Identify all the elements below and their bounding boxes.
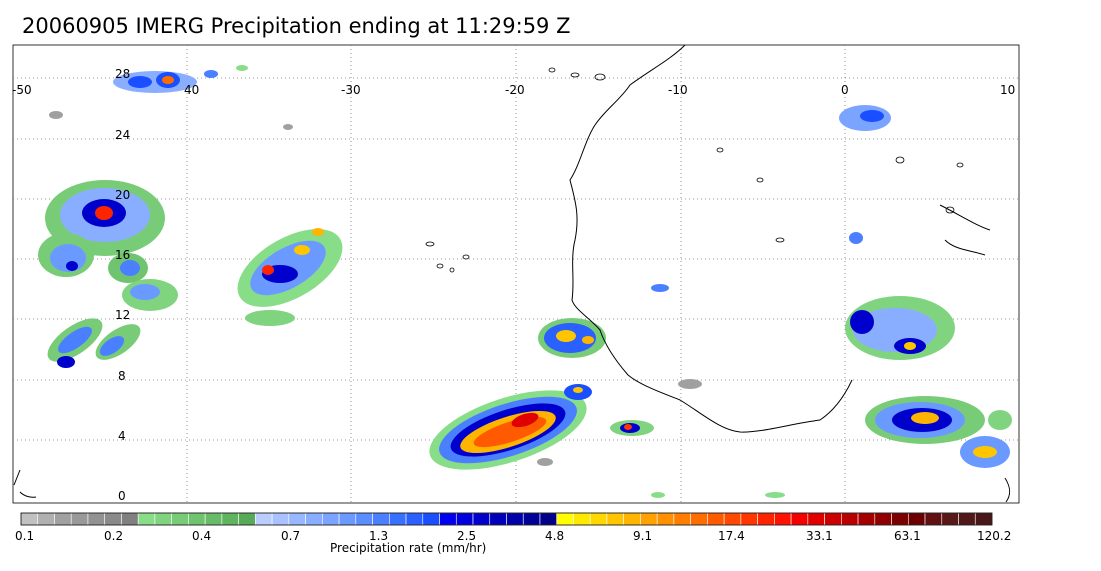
colorbar-cell: [723, 512, 742, 526]
colorbar-tick-label: 63.1: [894, 529, 921, 543]
colorbar-cell: [573, 512, 591, 526]
colorbar: [20, 512, 993, 526]
colorbar-tick-label: 1.3: [369, 529, 388, 543]
colorbar-tick-label: 2.5: [457, 529, 476, 543]
colorbar-cell: [171, 512, 189, 526]
lat-tick-label: 28: [115, 67, 130, 81]
lon-tick-labels: -50 40 -30 -20 -10 0 10: [12, 83, 1015, 97]
colorbar-cell: [87, 512, 106, 526]
colorbar-cell: [188, 512, 206, 526]
coastline: [13, 44, 1011, 503]
precipitation-field: [38, 65, 1012, 498]
colorbar-cell: [455, 512, 474, 526]
colorbar-tick-label: 0.1: [15, 529, 34, 543]
lat-tick-labels: 28 24 20 16 12 8 4 0: [115, 67, 130, 503]
colorbar-cell: [656, 512, 675, 526]
colorbar-tick-labels: 0.1 0.2 0.4 0.7 1.3 2.5 4.8 9.1 17.4 33.…: [15, 529, 1011, 543]
colorbar-cell: [857, 512, 876, 526]
colorbar-cell: [322, 512, 340, 526]
colorbar-cell: [740, 512, 758, 526]
colorbar-cell: [338, 512, 357, 526]
lon-tick-label: -30: [341, 83, 361, 97]
lat-tick-label: 8: [118, 369, 126, 383]
colorbar-cell: [640, 512, 658, 526]
colorbar-cell: [874, 512, 892, 526]
colorbar-tick-label: 0.7: [281, 529, 300, 543]
colorbar-cell: [238, 512, 256, 526]
colorbar-cell: [907, 512, 926, 526]
colorbar-cell: [355, 512, 373, 526]
colorbar-cell: [255, 512, 273, 526]
lat-tick-label: 12: [115, 308, 130, 322]
colorbar-cell: [70, 512, 89, 526]
colorbar-cell: [422, 512, 440, 526]
colorbar-tick-label: 120.2: [977, 529, 1011, 543]
colorbar-cell: [556, 512, 574, 526]
colorbar-frame: [20, 512, 993, 526]
colorbar-cell: [271, 512, 290, 526]
coastline-islands: [425, 67, 964, 273]
colorbar-tick-label: 0.2: [104, 529, 123, 543]
colorbar-cell: [472, 512, 491, 526]
colorbar-cell: [37, 512, 55, 526]
colorbar-cell: [389, 512, 407, 526]
colorbar-cell: [606, 512, 624, 526]
colorbar-cell: [54, 512, 72, 526]
colorbar-cell: [204, 512, 223, 526]
colorbar-cell: [121, 512, 139, 526]
lat-tick-label: 24: [115, 128, 130, 142]
colorbar-tick-label: 17.4: [718, 529, 745, 543]
lat-tick-label: 4: [118, 429, 126, 443]
colorbar-cell: [790, 512, 809, 526]
colorbar-cell: [439, 512, 457, 526]
colorbar-cell: [305, 512, 323, 526]
colorbar-cell: [372, 512, 390, 526]
lat-tick-label: 20: [115, 188, 130, 202]
lat-tick-label: 16: [115, 248, 130, 262]
colorbar-cell: [104, 512, 122, 526]
colorbar-cell: [623, 512, 641, 526]
colorbar-cell: [924, 512, 943, 526]
colorbar-unit-label: Precipitation rate (mm/hr): [330, 541, 487, 555]
colorbar-tick-label: 9.1: [633, 529, 652, 543]
colorbar-cell: [137, 512, 156, 526]
colorbar-cell: [405, 512, 424, 526]
lon-tick-label: -10: [668, 83, 688, 97]
colorbar-tick-label: 33.1: [806, 529, 833, 543]
colorbar-cell: [522, 512, 541, 526]
colorbar-cell: [891, 512, 909, 526]
colorbar-cell: [958, 512, 976, 526]
colorbar-cell: [506, 512, 524, 526]
colorbar-cell: [941, 512, 959, 526]
lat-tick-label: 0: [118, 489, 126, 503]
colorbar-tick-label: 0.4: [192, 529, 211, 543]
colorbar-cell: [20, 512, 39, 526]
colorbar-tick-label: 4.8: [545, 529, 564, 543]
lon-tick-label: -50: [12, 83, 32, 97]
colorbar-cell: [221, 512, 239, 526]
colorbar-cell: [539, 512, 558, 526]
colorbar-cell: [841, 512, 859, 526]
page-title: 20060905 IMERG Precipitation ending at 1…: [22, 14, 571, 38]
colorbar-cell: [288, 512, 306, 526]
colorbar-cell: [154, 512, 172, 526]
colorbar-cell: [690, 512, 708, 526]
colorbar-cell: [774, 512, 792, 526]
colorbar-cell: [974, 512, 993, 526]
lon-tick-label: -20: [505, 83, 525, 97]
lon-tick-label: 40: [184, 83, 199, 97]
lon-tick-label: 10: [1000, 83, 1015, 97]
colorbar-cell: [589, 512, 608, 526]
colorbar-cell: [673, 512, 691, 526]
colorbar-cell: [489, 512, 507, 526]
colorbar-cell: [807, 512, 825, 526]
colorbar-cell: [757, 512, 775, 526]
colorbar-cell: [824, 512, 842, 526]
lon-tick-label: 0: [841, 83, 849, 97]
colorbar-cell: [707, 512, 725, 526]
